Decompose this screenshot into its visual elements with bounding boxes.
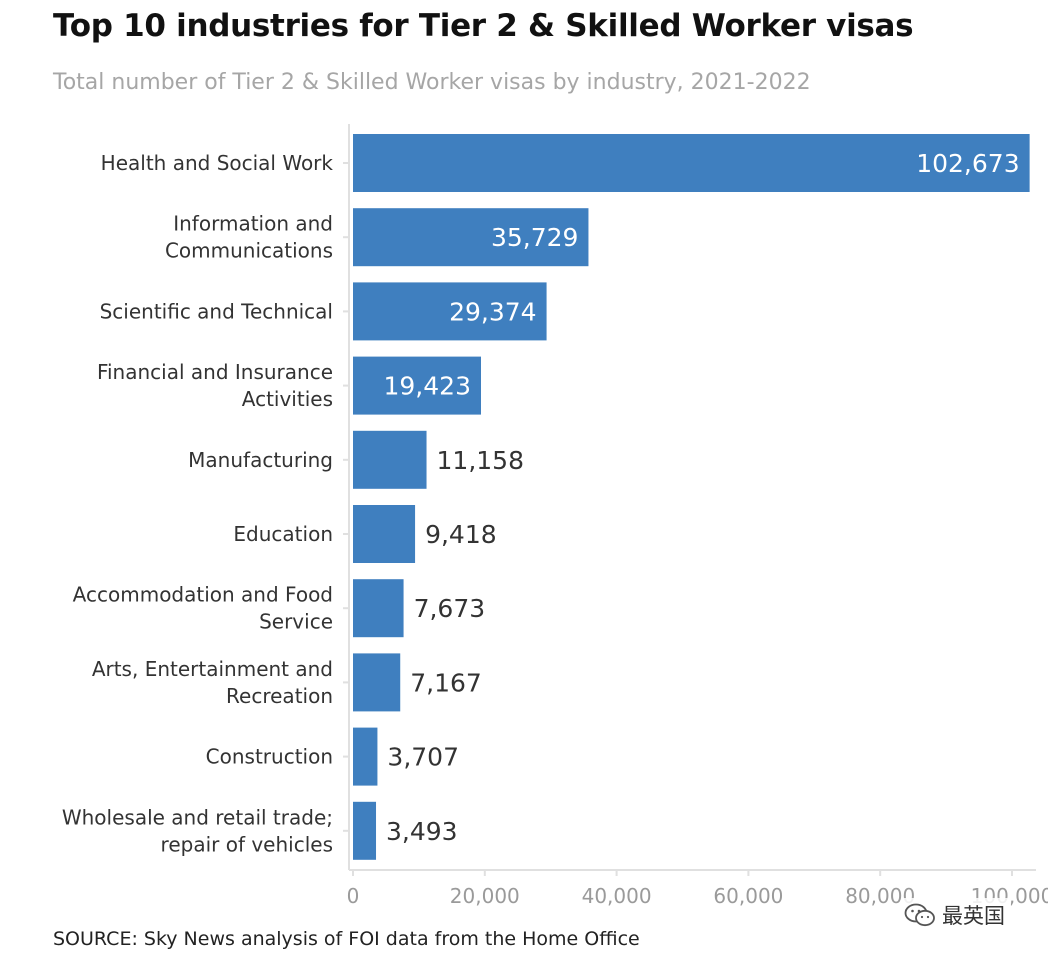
category-label: Construction (206, 745, 333, 769)
bar (353, 208, 589, 267)
bar (353, 801, 377, 860)
x-tick-label: 40,000 (582, 884, 652, 908)
x-tick-label: 20,000 (450, 884, 520, 908)
x-tick-label: 60,000 (713, 884, 783, 908)
category-label: Education (233, 522, 333, 546)
bar (353, 282, 547, 341)
category-label: Financial and Insurance Activities (97, 360, 333, 411)
category-label: Wholesale and retail trade; repair of veh… (62, 805, 333, 856)
watermark: 最英国 (900, 898, 1011, 932)
x-tick-label: 0 (347, 884, 360, 908)
bar (353, 134, 1030, 192)
source-note: SOURCE: Sky News analysis of FOI data fr… (53, 928, 640, 950)
value-label: 35,729 (491, 223, 578, 252)
value-label: 102,673 (916, 149, 1019, 178)
category-label: Arts, Entertainment and Recreation (92, 657, 333, 708)
bar (353, 505, 416, 563)
value-label: 11,158 (437, 446, 524, 475)
bar (353, 727, 378, 786)
bar (353, 579, 404, 638)
category-label: Scientific and Technical (100, 299, 333, 323)
value-label: 7,673 (414, 594, 486, 623)
chart-subtitle: Total number of Tier 2 & Skilled Worker … (53, 70, 811, 95)
category-label: Manufacturing (188, 448, 333, 472)
wechat-icon (904, 903, 935, 927)
value-label: 9,418 (425, 520, 497, 549)
bar (353, 356, 481, 415)
bar (353, 430, 427, 489)
value-label: 3,493 (386, 817, 458, 846)
category-label: Health and Social Work (101, 151, 334, 175)
value-label: 7,167 (410, 668, 482, 697)
chart-title: Top 10 industries for Tier 2 & Skilled W… (53, 8, 914, 44)
category-label: Information and Communications (165, 212, 333, 263)
bar (353, 653, 401, 712)
value-label: 29,374 (449, 297, 536, 326)
watermark-text: 最英国 (942, 904, 1005, 928)
category-label: Accommodation and Food Service (73, 583, 333, 634)
value-label: 19,423 (384, 372, 471, 401)
value-label: 3,707 (387, 743, 459, 772)
